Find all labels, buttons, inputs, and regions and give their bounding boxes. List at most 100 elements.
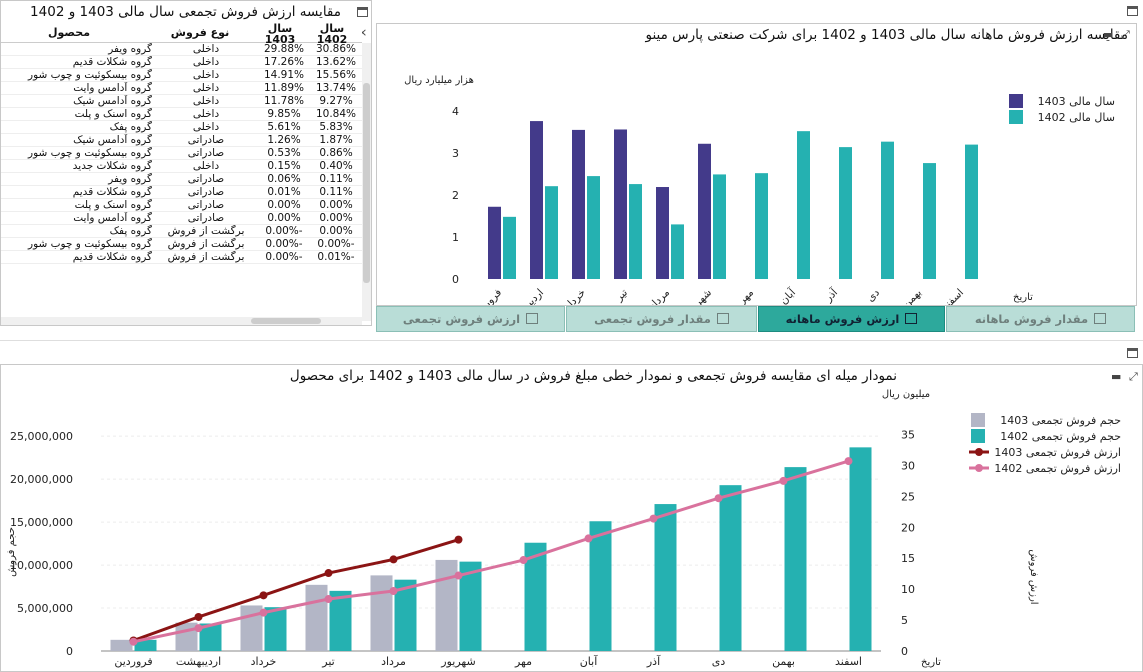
bar <box>370 575 393 651</box>
monthly-chart-title: مقایسه ارزش فروش ماهانه سال مالی 1403 و … <box>645 27 1128 43</box>
chart-tabs: مقدار فروش ماهانه ارزش فروش ماهانه مقدار… <box>376 306 1137 332</box>
table-row[interactable]: 0.40% 0.15% داخلی گروه شکلات جدید <box>1 159 362 173</box>
col-header-product[interactable]: محصول <box>47 26 91 39</box>
table-row[interactable]: 0.11% 0.06% صادراتی گروه ویفر <box>1 172 362 186</box>
cell-y1402: 5.83% <box>310 120 362 134</box>
cumulative-combo-chart: 0 5,000,000 10,000,000 15,000,000 20,000,000… <box>6 389 1121 668</box>
cell-y1403: 17.26% <box>258 55 310 69</box>
cell-y1402: 0.11% <box>310 172 362 186</box>
table-row[interactable]: -0.01% -0.00% برگشت از فروش گروه شکلات قدیم <box>1 250 362 264</box>
export-icon[interactable]: ⤢ <box>1121 28 1130 41</box>
table-row[interactable]: 1.87% 1.26% صادراتی گروه آدامس شیک <box>1 133 362 147</box>
scroll-thumb[interactable] <box>363 83 370 283</box>
legend-label: ارزش فروش تجمعی 1402 <box>994 462 1121 475</box>
y-tick-label: 10,000,000 <box>10 559 73 572</box>
table-row[interactable]: 5.83% 5.61% داخلی گروه پفک <box>1 120 362 134</box>
y2-tick-label: 30 <box>901 459 915 472</box>
maximize-button[interactable] <box>1127 348 1138 358</box>
table-row[interactable]: 9.27% 11.78% داخلی گروه آدامس شیک <box>1 94 362 108</box>
line-point <box>454 571 463 580</box>
x-tick-label: اردیبهشت <box>507 287 546 306</box>
table-row[interactable]: -0.00% -0.00% برگشت از فروش گروه بیسکوئیت و… <box>1 237 362 251</box>
table-body-viewport: 30.86% 29.88% داخلی گروه ویفر 13.62% 17.26% دا… <box>1 43 362 321</box>
tab-monthly-quantity[interactable]: مقدار فروش ماهانه <box>946 306 1135 332</box>
table-row[interactable]: 0.86% 0.53% صادراتی گروه بیسکوئیت و چوب شور <box>1 146 362 160</box>
col-header-1402[interactable]: سال 1402 <box>316 22 348 46</box>
cell-type: برگشت از فروش <box>154 224 258 238</box>
bar <box>589 521 612 651</box>
bar <box>839 147 852 279</box>
line-point <box>584 534 593 543</box>
vertical-scrollbar[interactable] <box>362 43 371 321</box>
cell-y1402: 0.86% <box>310 146 362 160</box>
cell-type: صادراتی <box>154 146 258 160</box>
bar <box>435 559 458 651</box>
clear-filter-icon[interactable]: ⨯ <box>358 26 368 39</box>
bar <box>110 639 133 651</box>
x-tick-label: اسفند <box>835 655 862 668</box>
bar <box>524 542 547 651</box>
x-tick-label: بهمن <box>900 287 924 306</box>
cell-y1403: 0.00% <box>258 211 310 225</box>
table-row[interactable]: 15.56% 14.91% داخلی گروه بیسکوئیت و چوب شور <box>1 68 362 82</box>
line-point <box>324 595 333 604</box>
x-tick-label: مرداد <box>381 655 406 668</box>
x-tick-label: مهر <box>735 287 756 306</box>
cell-y1403: 0.53% <box>258 146 310 160</box>
cumulative-chart-panel: نمودار میله ای مقایسه فروش تجمعی و نمودا… <box>0 364 1143 672</box>
cell-y1402: -0.00% <box>310 237 362 251</box>
bar <box>175 622 198 651</box>
x-tick-label: بهمن <box>772 655 795 668</box>
table-row[interactable]: 30.86% 29.88% داخلی گروه ویفر <box>1 43 362 56</box>
y-tick-label: 20,000,000 <box>10 473 73 486</box>
bar <box>923 163 936 279</box>
line-point <box>389 586 398 595</box>
table-row[interactable]: 13.74% 11.89% داخلی گروه آدامس وایت <box>1 81 362 95</box>
scroll-thumb[interactable] <box>251 318 321 324</box>
line-point <box>129 637 138 646</box>
maximize-button[interactable] <box>1127 6 1138 16</box>
tab-cumulative-value[interactable]: ارزش فروش تجمعی <box>376 306 565 332</box>
bar <box>713 174 726 279</box>
table-row[interactable]: 10.84% 9.85% داخلی گروه اسنک و پلت <box>1 107 362 121</box>
bar <box>572 129 585 279</box>
cell-y1403: 9.85% <box>258 107 310 121</box>
print-icon[interactable]: ▬ <box>1111 370 1122 383</box>
cell-y1403: 0.01% <box>258 185 310 199</box>
col-header-type[interactable]: نوع فروش <box>170 26 230 39</box>
line-point <box>194 624 203 633</box>
y-tick-label: 4 <box>452 105 459 118</box>
monthly-chart-panel: مقایسه ارزش فروش ماهانه سال مالی 1403 و … <box>376 23 1137 306</box>
line-point <box>259 608 268 617</box>
cell-type: صادراتی <box>154 185 258 199</box>
table-panel: مقایسه ارزش فروش تجمعی سال مالی 1403 و 1… <box>0 0 372 326</box>
cell-type: داخلی <box>154 94 258 108</box>
table-row[interactable]: 13.62% 17.26% داخلی گروه شکلات قدیم <box>1 55 362 69</box>
tab-monthly-value[interactable]: ارزش فروش ماهانه <box>758 306 945 332</box>
table-row[interactable]: 0.11% 0.01% صادراتی گروه شکلات قدیم <box>1 185 362 199</box>
legend-swatch <box>975 448 983 456</box>
horizontal-scrollbar[interactable] <box>1 317 362 325</box>
cell-y1403: 11.78% <box>258 94 310 108</box>
table-row[interactable]: 0.00% 0.00% صادراتی گروه اسنک و پلت <box>1 198 362 212</box>
divider <box>0 340 1143 341</box>
line-chart-icon <box>716 313 729 324</box>
col-header-1403[interactable]: سال 1403 <box>264 22 296 46</box>
export-icon[interactable]: ⤢ <box>1129 370 1138 383</box>
maximize-button[interactable] <box>357 7 368 17</box>
line-chart-icon <box>526 313 539 324</box>
table-panel-title: مقایسه ارزش فروش تجمعی سال مالی 1403 و 1… <box>30 4 341 20</box>
table-row[interactable]: 0.00% -0.00% برگشت از فروش گروه پفک <box>1 224 362 238</box>
y2-tick-label: 0 <box>901 645 908 658</box>
legend-swatch <box>975 464 983 472</box>
print-icon[interactable]: ▬ <box>1103 28 1114 41</box>
y-tick-label: 2 <box>452 189 459 202</box>
y2-unit-label: میلیون ریال <box>882 389 930 400</box>
tab-cumulative-quantity[interactable]: مقدار فروش تجمعی <box>566 306 757 332</box>
line-point <box>454 535 463 544</box>
legend-swatch <box>971 429 985 443</box>
cell-product: گروه بیسکوئیت و چوب شور <box>1 237 154 251</box>
cell-y1402: 10.84% <box>310 107 362 121</box>
table-row[interactable]: 0.00% 0.00% صادراتی گروه آدامس وایت <box>1 211 362 225</box>
